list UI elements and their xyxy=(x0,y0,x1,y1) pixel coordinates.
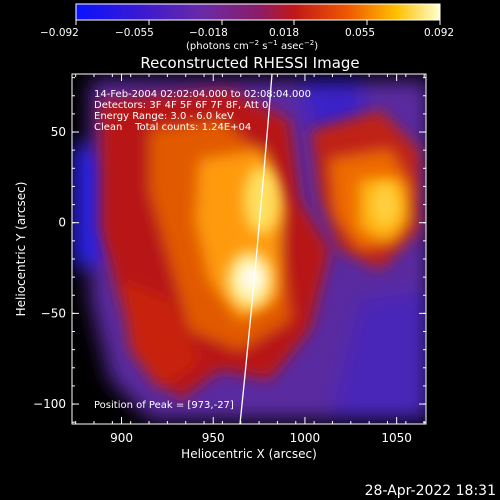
colorbar-tick-label: −0.055 xyxy=(115,27,154,39)
colorbar-units: (photons cm−2 s−1 asec−2) xyxy=(186,39,318,52)
y-tick-label: 50 xyxy=(51,125,66,139)
timestamp: 28-Apr-2022 18:31 xyxy=(365,483,496,499)
annotation-detectors: Detectors: 3F 4F 5F 6F 7F 8F, Att 0 xyxy=(94,100,268,111)
colorbar-tick-label: 0.018 xyxy=(269,27,299,39)
y-tick-label: −100 xyxy=(33,397,66,411)
y-tick-label: 0 xyxy=(58,216,66,230)
solar-limb-line xyxy=(239,74,273,424)
annotation-peak: Position of Peak = [973,-27] xyxy=(94,400,234,411)
plot-title: Reconstructed RHESSI Image xyxy=(140,54,359,72)
colorbar-tick-label: 0.055 xyxy=(345,27,375,39)
annotation-time-range: 14-Feb-2004 02:02:04.000 to 02:08:04.000 xyxy=(94,89,311,100)
x-tick-label: 900 xyxy=(110,431,133,445)
x-axis-label: Heliocentric X (arcsec) xyxy=(181,447,317,461)
colorbar-ticks xyxy=(75,20,441,25)
x-tick-label: 1050 xyxy=(381,431,412,445)
colorbar: −0.092 −0.055 −0.018 0.018 0.055 0.092 (… xyxy=(40,3,454,52)
axis-tick-marks xyxy=(72,74,426,424)
y-tick-label: −50 xyxy=(41,306,66,320)
colorbar-tick-label: −0.018 xyxy=(189,27,228,39)
annotation-clean: Clean Total counts: 1.24E+04 xyxy=(94,122,251,133)
x-tick-label: 1000 xyxy=(290,431,321,445)
rhessi-image xyxy=(72,74,426,424)
x-tick-label: 950 xyxy=(202,431,225,445)
colorbar-gradient xyxy=(75,3,441,21)
y-axis-label: Heliocentric Y (arcsec) xyxy=(14,182,28,317)
plot-frame xyxy=(71,73,427,425)
colorbar-tick-label: −0.092 xyxy=(40,27,79,39)
colorbar-tick-label: 0.092 xyxy=(424,27,454,39)
annotation-energy: Energy Range: 3.0 - 6.0 keV xyxy=(94,111,234,122)
